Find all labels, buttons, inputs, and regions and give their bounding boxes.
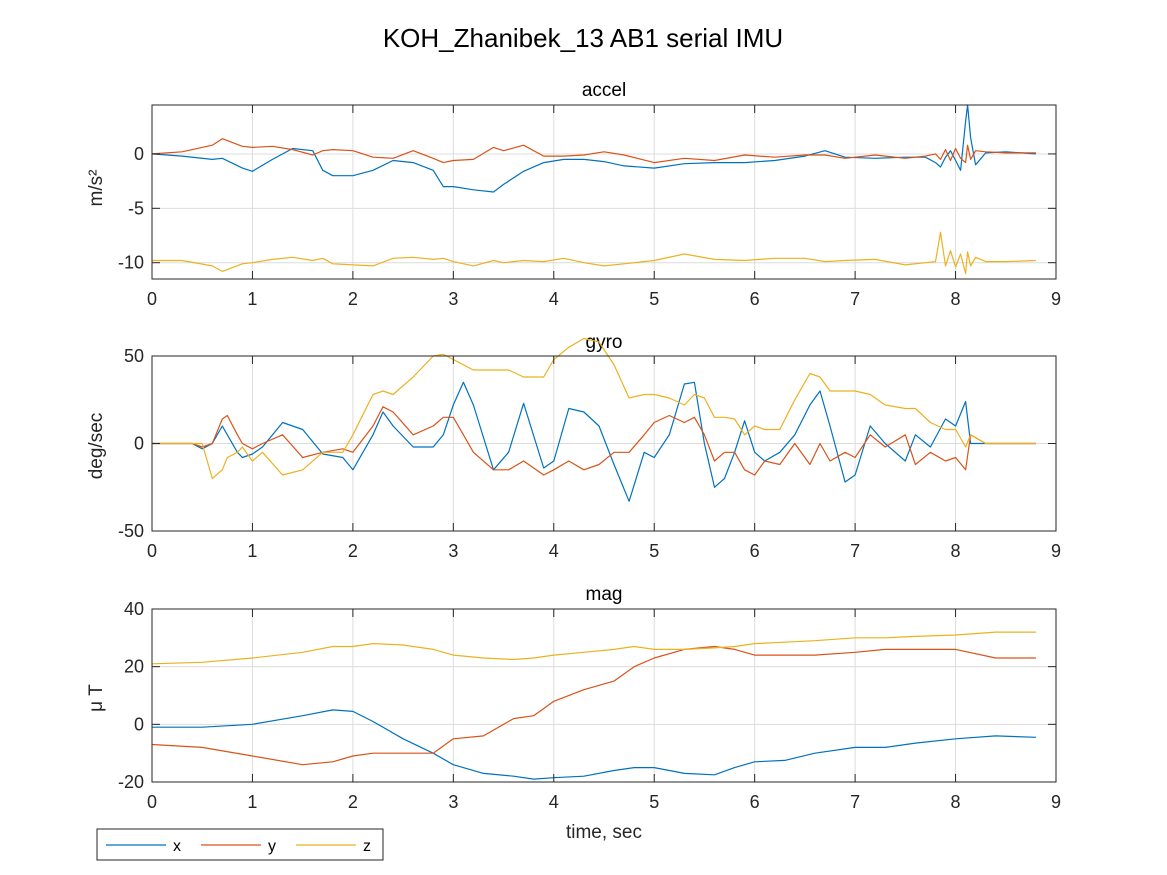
mag-title: mag <box>586 584 623 605</box>
gyro-xtick-label: 3 <box>448 541 458 561</box>
accel-ytick-label: -10 <box>118 253 144 273</box>
gyro-series-x <box>152 381 1036 502</box>
gyro-grid <box>151 355 1057 532</box>
mag-ytick-label: 20 <box>124 657 144 677</box>
accel-series-x <box>151 104 1036 193</box>
accel-ytick-label: -5 <box>128 198 144 218</box>
figure-title: KOH_Zhanibek_13 AB1 serial IMU <box>383 23 783 53</box>
mag-ylabel: μ T <box>86 684 107 712</box>
mag-xtick-label: 3 <box>448 792 458 812</box>
accel-series-z <box>152 231 1036 275</box>
accel-xtick-label: 6 <box>750 289 760 309</box>
accel-xtick-label: 3 <box>448 289 458 309</box>
gyro-xtick-label: 4 <box>549 541 559 561</box>
gyro-xtick-label: 7 <box>850 541 860 561</box>
accel-xtick-label: 2 <box>348 289 358 309</box>
accel-xtick-label: 4 <box>549 289 559 309</box>
accel-xtick-label: 7 <box>850 289 860 309</box>
accel-ytick-label: 0 <box>134 144 144 164</box>
gyro-xtick-label: 5 <box>649 541 659 561</box>
accel-series <box>151 104 1036 275</box>
gyro-ytick-label: 50 <box>124 346 144 366</box>
mag-xtick-label: 2 <box>348 792 358 812</box>
gyro-xtick-label: 8 <box>951 541 961 561</box>
accel-xtick-label: 9 <box>1051 289 1061 309</box>
accel-grid <box>151 105 1057 279</box>
accel-axes-box <box>151 104 1057 280</box>
mag-xlabel: time, sec <box>566 822 642 843</box>
mag-series-y <box>151 645 1036 766</box>
legend-label-z: z <box>363 838 371 855</box>
mag-xtick-label: 1 <box>247 792 257 812</box>
mag-series-x <box>152 709 1036 780</box>
gyro-xtick-label: 9 <box>1051 541 1061 561</box>
accel-xtick-label: 5 <box>649 289 659 309</box>
accel-ylabel: m/s² <box>86 170 107 207</box>
gyro-ytick-label: -50 <box>118 521 144 541</box>
gyro-xtick-label: 2 <box>348 541 358 561</box>
gyro-ytick-label: 0 <box>134 434 144 454</box>
accel-ticks: 0 1 2 3 4 5 6 7 8 9 0 -5 -10 <box>118 105 1061 309</box>
mag-xtick-label: 9 <box>1051 792 1061 812</box>
accel-xtick-label: 8 <box>951 289 961 309</box>
mag-xtick-label: 7 <box>850 792 860 812</box>
gyro-xtick-label: 0 <box>147 541 157 561</box>
accel-series-y <box>151 138 1036 164</box>
accel-title: accel <box>582 80 626 101</box>
gyro-title: gyro <box>586 332 623 353</box>
legend: x y z <box>96 828 384 861</box>
mag-xtick-label: 4 <box>549 792 559 812</box>
mag-ytick-label: 0 <box>134 714 144 734</box>
legend-label-y: y <box>268 838 276 855</box>
accel-xtick-label: 1 <box>247 289 257 309</box>
mag-series-z <box>151 631 1036 665</box>
mag-grid <box>151 608 1057 783</box>
mag-ytick-label: -20 <box>118 772 144 792</box>
gyro-series-y <box>152 406 1036 476</box>
mag-xtick-label: 6 <box>750 792 760 812</box>
gyro-ylabel: deg/sec <box>86 413 107 480</box>
mag-ytick-label: 40 <box>124 599 144 619</box>
legend-label-x: x <box>173 838 181 855</box>
mag-xtick-label: 0 <box>147 792 157 812</box>
mag-xtick-label: 5 <box>649 792 659 812</box>
gyro-series <box>152 337 1036 502</box>
mag-xtick-label: 8 <box>951 792 961 812</box>
mag-series <box>151 631 1036 780</box>
mag-axes-box <box>151 608 1057 783</box>
accel-xtick-label: 0 <box>147 289 157 309</box>
gyro-series-z <box>152 337 1036 480</box>
gyro-xtick-label: 1 <box>247 541 257 561</box>
accel-panel: accel 0 1 2 3 4 5 6 7 8 9 0 -5 -10 m/s² <box>86 80 1061 309</box>
gyro-xtick-label: 6 <box>750 541 760 561</box>
